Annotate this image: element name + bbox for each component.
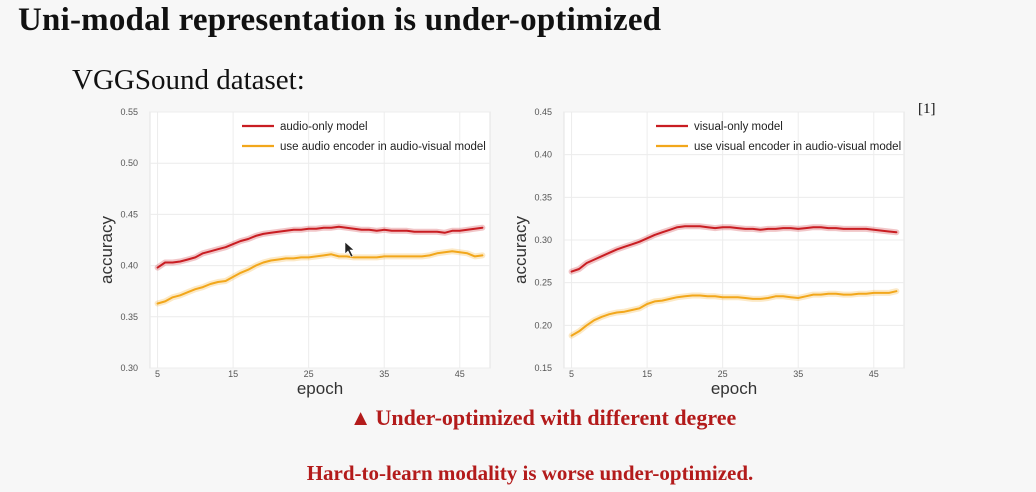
series-line: [570, 225, 898, 273]
x-tick-label: 15: [228, 369, 238, 379]
y-tick-label: 0.30: [534, 235, 552, 245]
x-tick-label: 35: [379, 369, 389, 379]
y-tick-label: 0.45: [534, 107, 552, 117]
reference-marker: [1]: [918, 101, 936, 117]
legend-label: use visual encoder in audio-visual model: [694, 141, 901, 153]
y-tick-label: 0.30: [120, 363, 138, 373]
y-tick-label: 0.15: [534, 363, 552, 373]
y-axis-label: accuracy: [97, 215, 116, 284]
x-tick-label: 45: [869, 369, 879, 379]
y-tick-label: 0.25: [534, 278, 552, 288]
y-tick-label: 0.35: [534, 192, 552, 202]
x-axis-label: epoch: [711, 379, 757, 398]
audio-accuracy-chart: 0.30 0.35 0.40 0.45 0.50 0.55 5 15 25 35 45 audio-o…: [97, 107, 491, 398]
y-tick-label: 0.55: [120, 107, 138, 117]
y-tick-label: 0.20: [534, 320, 552, 330]
series-line: [570, 290, 898, 337]
x-tick-label: 25: [718, 369, 728, 379]
under-optimized-note: ▲ Under-optimized with different degree: [0, 405, 1036, 431]
mouse-cursor-icon: [344, 241, 355, 258]
y-tick-label: 0.35: [120, 312, 138, 322]
series-line: [156, 225, 484, 269]
triangle-up-icon: ▲: [349, 405, 372, 430]
y-tick-label: 0.45: [120, 209, 138, 219]
x-tick-label: 5: [569, 369, 574, 379]
y-tick-label: 0.50: [120, 158, 138, 168]
legend-label: audio-only model: [280, 121, 368, 133]
y-axis-label: accuracy: [511, 215, 530, 284]
x-tick-label: 45: [455, 369, 465, 379]
x-axis-label: epoch: [297, 379, 343, 398]
conclusion-note: Hard-to-learn modality is worse under-op…: [306, 461, 754, 485]
x-tick-label: 25: [304, 369, 314, 379]
series-line: [156, 250, 484, 305]
slide-title: Uni-modal representation is under-optimi…: [18, 2, 662, 38]
y-tick-label: 0.40: [534, 150, 552, 160]
legend-label: visual-only model: [694, 121, 783, 133]
legend-label: use audio encoder in audio-visual model: [280, 141, 486, 153]
plot-area: [149, 111, 491, 369]
dataset-subtitle: VGGSound dataset:: [72, 64, 305, 96]
x-tick-label: 35: [793, 369, 803, 379]
x-tick-label: 15: [642, 369, 652, 379]
visual-accuracy-chart: 0.15 0.20 0.25 0.30 0.35 0.40 0.45 5 15 25 35 45 vis…: [511, 107, 905, 398]
y-tick-label: 0.40: [120, 261, 138, 271]
under-optimized-text: Under-optimized with different degree: [375, 405, 737, 430]
x-tick-label: 5: [155, 369, 160, 379]
